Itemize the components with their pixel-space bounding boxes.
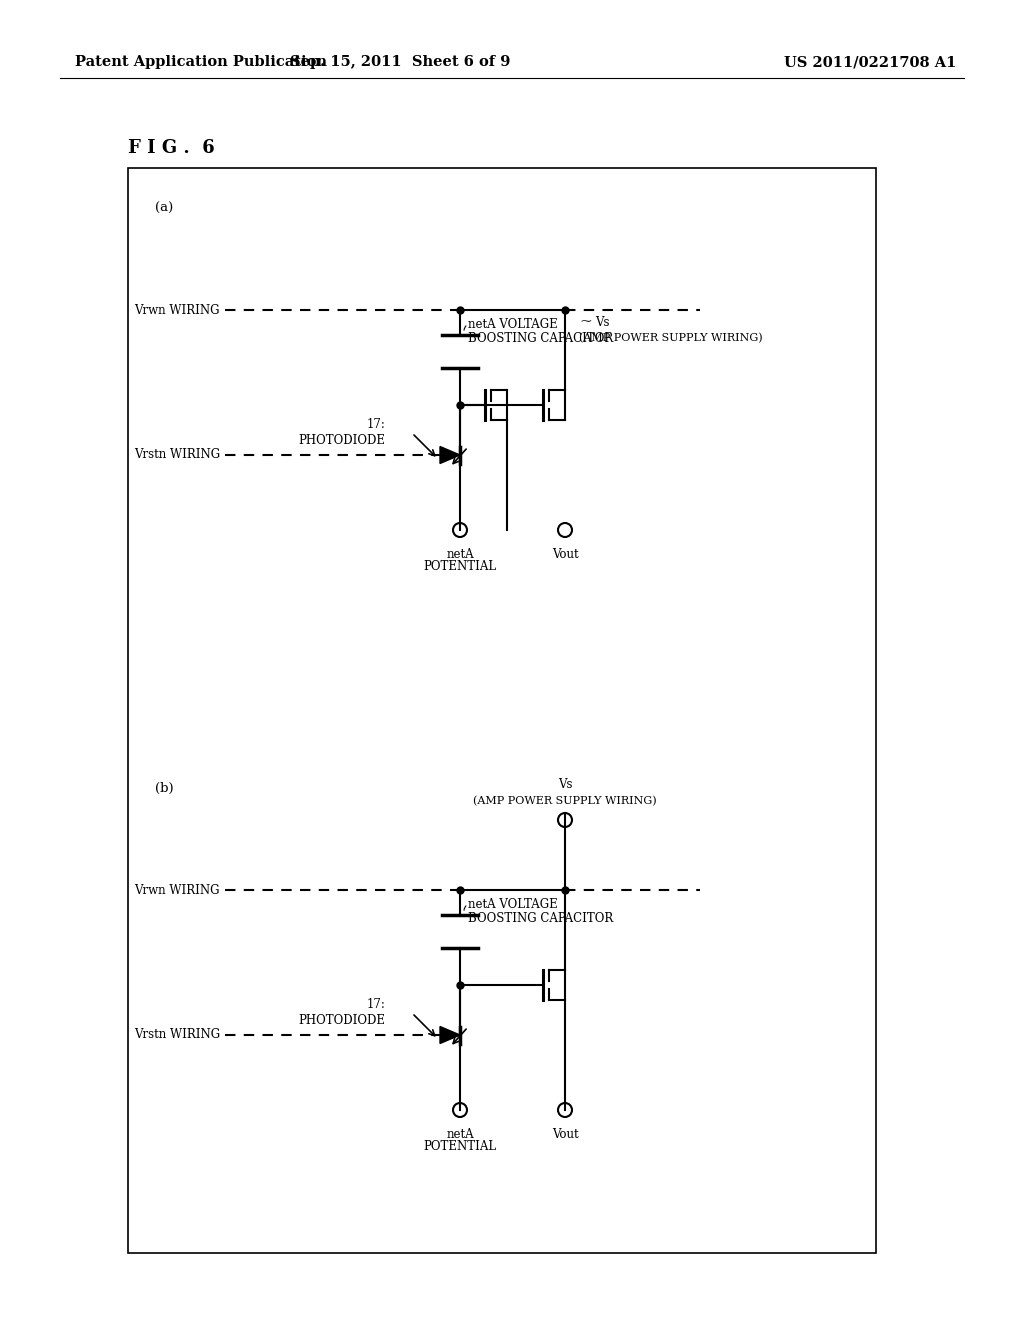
Text: BOOSTING CAPACITOR: BOOSTING CAPACITOR [468,912,613,924]
Text: POTENTIAL: POTENTIAL [424,560,497,573]
Text: netA VOLTAGE: netA VOLTAGE [468,318,558,330]
Text: Vout: Vout [552,548,579,561]
Text: Vrstn WIRING: Vrstn WIRING [134,1028,220,1041]
Text: (AMP POWER SUPPLY WIRING): (AMP POWER SUPPLY WIRING) [473,796,656,807]
Text: PHOTODIODE: PHOTODIODE [298,433,385,446]
Text: Patent Application Publication: Patent Application Publication [75,55,327,69]
Text: Vrstn WIRING: Vrstn WIRING [134,449,220,462]
Text: 17:: 17: [367,998,385,1011]
Text: Vrwn WIRING: Vrwn WIRING [134,883,220,896]
Polygon shape [440,446,460,463]
Text: POTENTIAL: POTENTIAL [424,1140,497,1152]
Text: Sep. 15, 2011  Sheet 6 of 9: Sep. 15, 2011 Sheet 6 of 9 [290,55,510,69]
Bar [128,168,876,1253]
Text: BOOSTING CAPACITOR: BOOSTING CAPACITOR [468,331,613,345]
Text: netA: netA [446,548,474,561]
Text: Vout: Vout [552,1129,579,1140]
Text: Vs: Vs [595,315,609,329]
Text: Vs: Vs [558,779,572,792]
Polygon shape [440,1027,460,1044]
Text: Vrwn WIRING: Vrwn WIRING [134,304,220,317]
Text: netA: netA [446,1129,474,1140]
Text: PHOTODIODE: PHOTODIODE [298,1014,385,1027]
Text: 17:: 17: [367,418,385,432]
Text: (AMP POWER SUPPLY WIRING): (AMP POWER SUPPLY WIRING) [579,333,763,343]
Text: US 2011/0221708 A1: US 2011/0221708 A1 [783,55,956,69]
Text: (a): (a) [155,202,173,214]
Text: netA VOLTAGE: netA VOLTAGE [468,898,558,911]
Text: (b): (b) [155,781,174,795]
Text: ~: ~ [579,315,592,329]
Text: F I G .  6: F I G . 6 [128,139,215,157]
